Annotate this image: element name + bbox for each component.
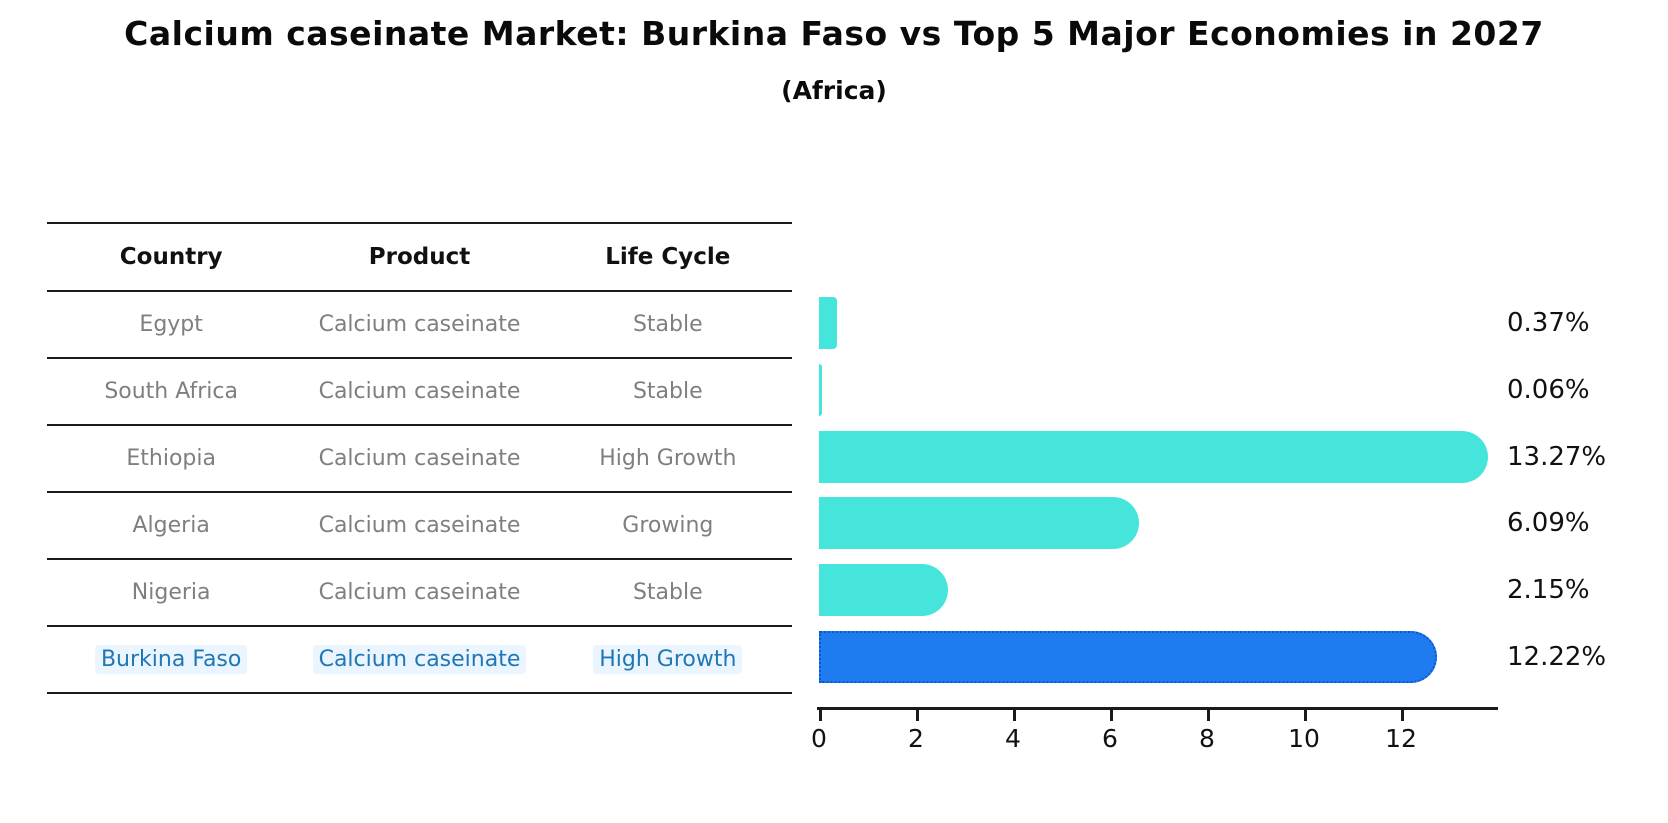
x-tick-label-2: 2 bbox=[908, 724, 924, 753]
cell-product: Calcium caseinate bbox=[318, 580, 521, 605]
x-tick-label-10: 10 bbox=[1288, 724, 1320, 753]
value-label-ethiopia: 13.27% bbox=[1507, 441, 1607, 472]
value-label-egypt: 0.37% bbox=[1507, 308, 1590, 339]
col-header-country: Country bbox=[119, 244, 223, 270]
cell-life-cycle: Stable bbox=[632, 312, 703, 337]
cell-product: Calcium caseinate bbox=[295, 645, 543, 674]
x-tick-mark-8 bbox=[1207, 710, 1210, 721]
cell-country: Algeria bbox=[132, 513, 210, 538]
x-tick-label-6: 6 bbox=[1102, 724, 1118, 753]
bar-burkina-faso bbox=[819, 630, 1437, 683]
cell-life-cycle: High Growth bbox=[599, 446, 737, 471]
table-row-south-africa: South Africa Calcium caseinate Stable bbox=[47, 359, 792, 426]
cell-country: Ethiopia bbox=[126, 446, 216, 471]
chart-subtitle: (Africa) bbox=[781, 76, 887, 105]
col-header-product: Product bbox=[368, 244, 471, 270]
table-row-burkina-faso: Burkina Faso Calcium caseinate High Growth bbox=[47, 627, 792, 694]
cell-country: South Africa bbox=[104, 379, 238, 404]
cell-country: Egypt bbox=[139, 312, 203, 337]
cell-life-cycle: Stable bbox=[632, 580, 703, 605]
cell-product: Calcium caseinate bbox=[318, 446, 521, 471]
summary-table: Country Product Life Cycle Egypt Calcium … bbox=[47, 222, 792, 694]
value-label-algeria: 6.09% bbox=[1507, 508, 1590, 539]
table-row-egypt: Egypt Calcium caseinate Stable bbox=[47, 292, 792, 359]
bar-south-africa bbox=[819, 364, 822, 417]
cell-product: Calcium caseinate bbox=[318, 513, 521, 538]
chart-title: Calcium caseinate Market: Burkina Faso v… bbox=[124, 14, 1544, 53]
bar-algeria bbox=[819, 497, 1140, 550]
table-body: Egypt Calcium caseinate Stable South Africa… bbox=[47, 292, 792, 694]
cell-life-cycle: High Growth bbox=[544, 645, 792, 674]
cell-product: Calcium caseinate bbox=[318, 379, 521, 404]
cell-country: Nigeria bbox=[131, 580, 211, 605]
x-tick-mark-0 bbox=[819, 710, 822, 721]
x-tick-label-12: 12 bbox=[1385, 724, 1417, 753]
x-tick-mark-2 bbox=[916, 710, 919, 721]
table-row-algeria: Algeria Calcium caseinate Growing bbox=[47, 493, 792, 560]
table-row-nigeria: Nigeria Calcium caseinate Stable bbox=[47, 560, 792, 627]
x-tick-mark-6 bbox=[1110, 710, 1113, 721]
table-row-ethiopia: Ethiopia Calcium caseinate High Growth bbox=[47, 426, 792, 493]
cell-life-cycle: Stable bbox=[632, 379, 703, 404]
value-label-burkina-faso: 12.22% bbox=[1507, 641, 1607, 672]
table-header-row: Country Product Life Cycle bbox=[47, 224, 792, 292]
value-label-south-africa: 0.06% bbox=[1507, 375, 1590, 406]
cell-country: Burkina Faso bbox=[47, 645, 295, 674]
x-tick-mark-12 bbox=[1401, 710, 1404, 721]
value-label-nigeria: 2.15% bbox=[1507, 575, 1590, 606]
x-tick-label-8: 8 bbox=[1199, 724, 1215, 753]
x-tick-mark-4 bbox=[1013, 710, 1016, 721]
bar-nigeria bbox=[819, 564, 949, 617]
x-tick-label-0: 0 bbox=[811, 724, 827, 753]
col-header-life-cycle: Life Cycle bbox=[605, 244, 731, 270]
bar-egypt bbox=[819, 297, 837, 350]
x-axis-line bbox=[817, 707, 1498, 710]
x-tick-mark-10 bbox=[1304, 710, 1307, 721]
x-tick-label-4: 4 bbox=[1005, 724, 1021, 753]
bar-ethiopia bbox=[819, 430, 1488, 483]
cell-life-cycle: Growing bbox=[622, 513, 714, 538]
cell-product: Calcium caseinate bbox=[318, 312, 521, 337]
